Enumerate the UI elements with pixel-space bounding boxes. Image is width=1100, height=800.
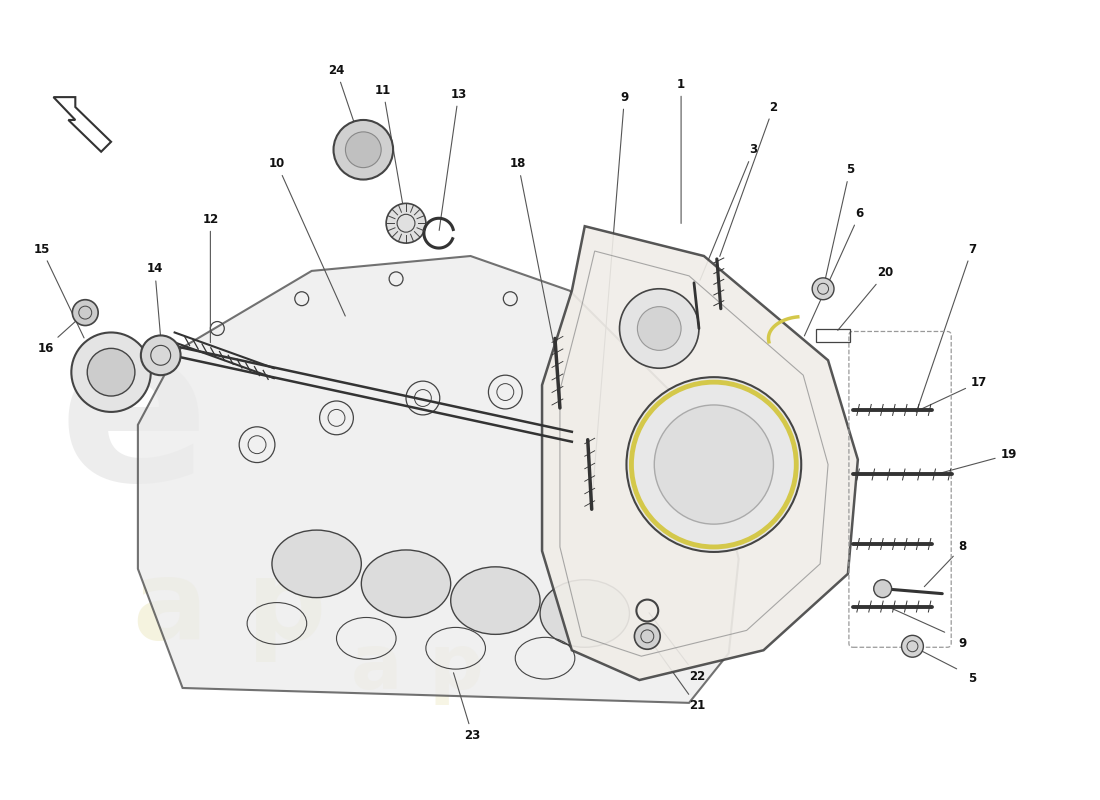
- Text: 15: 15: [33, 242, 84, 338]
- Text: 5: 5: [824, 163, 854, 286]
- Text: 9: 9: [592, 90, 628, 502]
- Ellipse shape: [272, 530, 361, 598]
- Circle shape: [812, 278, 834, 300]
- Polygon shape: [542, 226, 858, 680]
- Ellipse shape: [361, 550, 451, 618]
- Circle shape: [73, 300, 98, 326]
- Text: 20: 20: [838, 266, 894, 330]
- Text: 12: 12: [202, 213, 219, 342]
- Circle shape: [345, 132, 382, 168]
- Text: 19: 19: [938, 448, 1018, 474]
- Text: a p: a p: [133, 555, 327, 662]
- Circle shape: [333, 120, 393, 179]
- Circle shape: [627, 377, 801, 552]
- Text: 18: 18: [510, 157, 558, 362]
- Ellipse shape: [540, 580, 629, 647]
- Text: e: e: [58, 313, 209, 527]
- Text: 7: 7: [916, 242, 976, 412]
- Text: 24: 24: [328, 64, 362, 147]
- Text: a p: a p: [351, 631, 484, 705]
- Text: 11: 11: [375, 84, 406, 221]
- Text: 13: 13: [439, 88, 466, 230]
- Circle shape: [386, 203, 426, 243]
- Text: 10: 10: [268, 157, 345, 316]
- Circle shape: [637, 306, 681, 350]
- Polygon shape: [138, 256, 739, 703]
- Circle shape: [72, 333, 151, 412]
- Text: 1: 1: [676, 78, 685, 223]
- Text: 8: 8: [924, 541, 966, 586]
- Text: 14: 14: [146, 262, 163, 336]
- Circle shape: [654, 405, 773, 524]
- Text: 22: 22: [649, 613, 705, 682]
- Text: 3: 3: [700, 143, 758, 280]
- Text: 16: 16: [37, 314, 84, 355]
- Circle shape: [902, 635, 923, 658]
- Text: 2: 2: [719, 101, 778, 256]
- Ellipse shape: [451, 567, 540, 634]
- Circle shape: [873, 580, 892, 598]
- Text: 5: 5: [968, 671, 976, 685]
- Text: 6: 6: [804, 207, 864, 336]
- Circle shape: [87, 348, 135, 396]
- Circle shape: [141, 335, 180, 375]
- Circle shape: [619, 289, 698, 368]
- Text: 23: 23: [453, 673, 481, 742]
- Circle shape: [635, 623, 660, 650]
- Text: 17: 17: [922, 376, 987, 409]
- Text: 9: 9: [958, 637, 966, 650]
- Text: 21: 21: [649, 638, 705, 712]
